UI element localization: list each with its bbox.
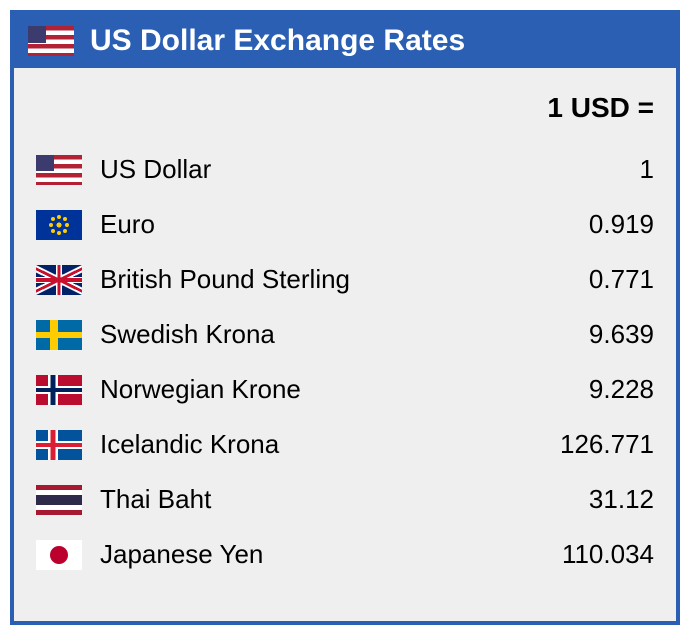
rate-row[interactable]: Icelandic Krona126.771 <box>32 417 658 472</box>
th-flag-icon <box>36 485 82 515</box>
panel-title: US Dollar Exchange Rates <box>90 24 465 58</box>
currency-name: US Dollar <box>100 154 514 185</box>
rate-row[interactable]: British Pound Sterling0.771 <box>32 252 658 307</box>
currency-name: Japanese Yen <box>100 539 514 570</box>
currency-name: Thai Baht <box>100 484 514 515</box>
currency-rate: 0.771 <box>514 264 654 295</box>
column-header-rate: 1 USD = <box>32 82 658 142</box>
rate-row[interactable]: Norwegian Krone9.228 <box>32 362 658 417</box>
jp-flag-icon <box>36 540 82 570</box>
currency-rate: 126.771 <box>514 429 654 460</box>
us-flag-icon <box>36 155 82 185</box>
currency-rate: 9.228 <box>514 374 654 405</box>
currency-name: British Pound Sterling <box>100 264 514 295</box>
currency-name: Norwegian Krone <box>100 374 514 405</box>
panel-header: US Dollar Exchange Rates <box>14 14 676 68</box>
rate-row[interactable]: Euro0.919 <box>32 197 658 252</box>
currency-name: Icelandic Krona <box>100 429 514 460</box>
se-flag-icon <box>36 320 82 350</box>
exchange-rates-panel: US Dollar Exchange Rates 1 USD = US Doll… <box>10 10 680 625</box>
rates-list: US Dollar1Euro0.919British Pound Sterlin… <box>32 142 658 582</box>
panel-body: 1 USD = US Dollar1Euro0.919British Pound… <box>14 68 676 582</box>
rate-row[interactable]: Japanese Yen110.034 <box>32 527 658 582</box>
rate-row[interactable]: US Dollar1 <box>32 142 658 197</box>
no-flag-icon <box>36 375 82 405</box>
gb-flag-icon <box>36 265 82 295</box>
currency-name: Euro <box>100 209 514 240</box>
currency-rate: 31.12 <box>514 484 654 515</box>
currency-name: Swedish Krona <box>100 319 514 350</box>
eu-flag-icon <box>36 210 82 240</box>
currency-rate: 9.639 <box>514 319 654 350</box>
currency-rate: 0.919 <box>514 209 654 240</box>
currency-rate: 110.034 <box>514 539 654 570</box>
rate-row[interactable]: Thai Baht31.12 <box>32 472 658 527</box>
rate-row[interactable]: Swedish Krona9.639 <box>32 307 658 362</box>
is-flag-icon <box>36 430 82 460</box>
currency-rate: 1 <box>514 154 654 185</box>
us-flag-icon <box>28 26 74 56</box>
